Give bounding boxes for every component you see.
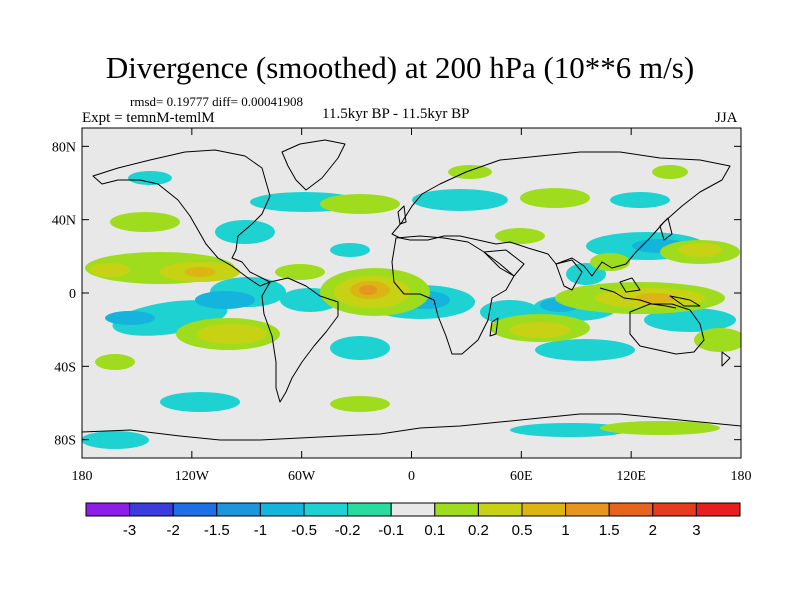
colorbar-label: -0.5 — [291, 522, 317, 539]
colorbar-swatch — [85, 502, 131, 517]
lat-tick-label: 40N — [52, 214, 76, 229]
colorbar-label: -1.5 — [204, 522, 230, 539]
colorbar-swatch — [390, 502, 436, 517]
colorbar-swatch — [521, 502, 567, 517]
statistics-text: rmsd= 0.19777 diff= 0.00041908 — [130, 94, 303, 109]
colorbar-swatch — [347, 502, 392, 517]
colorbar-label: -0.1 — [378, 522, 404, 539]
lat-tick-label: 40S — [54, 360, 76, 375]
colorbar-label: 3 — [692, 522, 700, 539]
colorbar-label: -2 — [167, 522, 180, 539]
lon-tick-label: 60W — [288, 469, 316, 484]
lat-tick-label: 0 — [69, 287, 76, 302]
season-label: JJA — [715, 110, 738, 126]
colorbar-swatch — [216, 502, 261, 517]
colorbar-swatch — [565, 502, 610, 517]
colorbar-swatch — [695, 502, 741, 517]
colorbar-swatch — [652, 502, 697, 517]
lon-tick-label: 60E — [510, 469, 533, 484]
peak-divergence — [359, 285, 377, 295]
lon-tick-label: 120W — [175, 469, 210, 484]
divergence-field — [82, 139, 741, 449]
lon-tick-label: 180 — [72, 469, 93, 484]
lat-tick-label: 80S — [54, 434, 76, 449]
axis-ticks — [81, 128, 742, 458]
map-title: Divergence (smoothed) at 200 hPa (10**6 … — [105, 50, 695, 85]
colorbar: -3 -2 -1.5 -1 -0.5 -0.2 -0.1 0.1 0.2 0.5 1 1.5 2 3 — [85, 502, 741, 539]
colorbar-label: 1 — [561, 522, 569, 539]
colorbar-swatch — [434, 502, 479, 517]
period-label: 11.5kyr BP - 11.5kyr BP — [322, 106, 470, 122]
colorbar-label: -3 — [123, 522, 136, 539]
colorbar-swatch — [259, 502, 305, 517]
lon-tick-label: 0 — [408, 469, 415, 484]
colorbar-label: -1 — [254, 522, 267, 539]
map-panel: 80N 40N 0 40S 80S 180 120W 60W 0 60E 120E 180 — [52, 127, 752, 484]
colorbar-label: 0.5 — [512, 522, 533, 539]
colorbar-swatch — [129, 502, 174, 517]
colorbar-label: 0.1 — [424, 522, 445, 539]
colorbar-label: 1.5 — [599, 522, 620, 539]
moderate-divergence — [90, 243, 722, 344]
colorbar-label: -0.2 — [335, 522, 361, 539]
colorbar-swatch — [172, 502, 218, 517]
lat-tick-label: 80N — [52, 140, 76, 155]
axis-labels: 80N 40N 0 40S 80S 180 120W 60W 0 60E 120E 180 — [52, 140, 752, 484]
lon-tick-label: 180 — [731, 469, 752, 484]
colorbar-label: 2 — [649, 522, 657, 539]
colorbar-label: 0.2 — [468, 522, 489, 539]
colorbar-swatch — [303, 502, 349, 517]
colorbar-swatch — [608, 502, 654, 517]
experiment-label: Expt = temnM-temlM — [82, 110, 215, 126]
colorbar-swatch — [477, 502, 523, 517]
coastlines — [82, 139, 741, 441]
lon-tick-label: 120E — [616, 469, 646, 484]
